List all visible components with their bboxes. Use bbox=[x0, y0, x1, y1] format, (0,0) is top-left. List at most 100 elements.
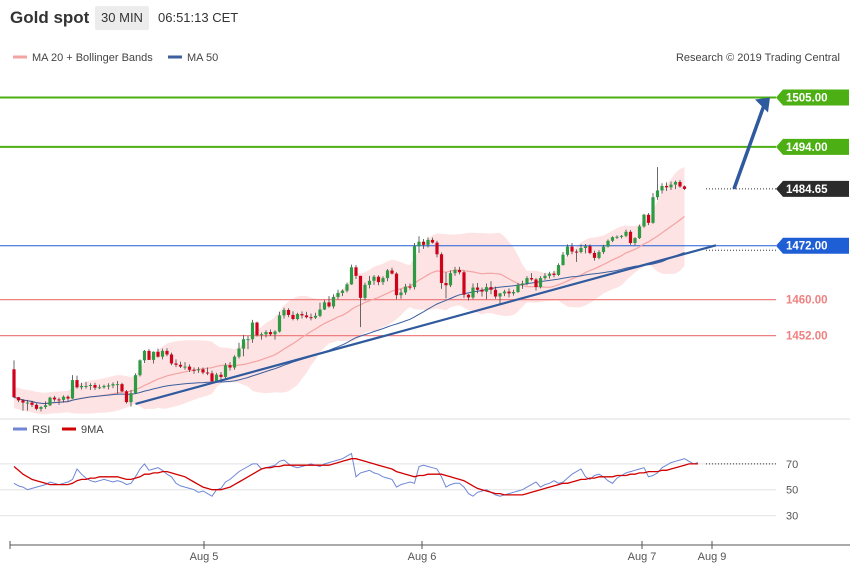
candle bbox=[511, 292, 516, 294]
candle bbox=[673, 181, 678, 185]
candle bbox=[579, 247, 583, 253]
candle bbox=[444, 283, 448, 286]
candle bbox=[142, 350, 147, 361]
candle bbox=[435, 242, 439, 255]
candle bbox=[21, 400, 25, 403]
candle bbox=[399, 292, 403, 296]
candlestick-layer bbox=[12, 167, 687, 412]
annotation-layer bbox=[135, 97, 770, 405]
candle bbox=[403, 286, 408, 293]
price-level-lines bbox=[0, 96, 776, 337]
candle bbox=[597, 252, 601, 258]
ma50-legend-label: MA 50 bbox=[187, 52, 218, 64]
candle bbox=[232, 356, 237, 368]
candle bbox=[300, 314, 304, 316]
candle bbox=[489, 287, 493, 290]
candle bbox=[322, 302, 327, 310]
candle bbox=[426, 239, 430, 245]
candle bbox=[318, 309, 322, 316]
candle bbox=[520, 283, 525, 285]
candle bbox=[111, 384, 115, 386]
candle bbox=[475, 287, 480, 290]
candle bbox=[295, 314, 300, 319]
candle bbox=[502, 291, 507, 294]
candle bbox=[25, 402, 30, 404]
copyright-text: Research © 2019 Trading Central bbox=[676, 52, 840, 64]
candle bbox=[30, 402, 34, 405]
candle bbox=[453, 270, 457, 274]
interval-selector[interactable]: 30 MIN bbox=[95, 6, 149, 30]
candle bbox=[156, 351, 160, 357]
candle bbox=[57, 399, 61, 401]
candle bbox=[219, 374, 223, 377]
candle bbox=[376, 276, 381, 283]
candle bbox=[48, 397, 52, 406]
candle bbox=[363, 284, 367, 298]
candle bbox=[52, 397, 57, 400]
candle bbox=[345, 284, 349, 291]
target-tag bbox=[776, 89, 849, 106]
trend-line bbox=[135, 244, 717, 405]
candle bbox=[637, 226, 642, 239]
candle bbox=[187, 366, 192, 370]
candle bbox=[588, 246, 592, 253]
candle bbox=[75, 380, 79, 388]
candle bbox=[592, 252, 597, 258]
candle bbox=[201, 369, 205, 373]
candle bbox=[421, 241, 426, 245]
candle bbox=[138, 360, 142, 376]
candle bbox=[480, 289, 484, 292]
candle bbox=[286, 309, 291, 315]
candle bbox=[259, 334, 264, 336]
timestamp: 06:51:13 CET bbox=[158, 10, 239, 25]
price-label: 1484.65 bbox=[786, 184, 828, 196]
candle bbox=[291, 314, 295, 319]
candle bbox=[97, 387, 102, 389]
rsi-tick-label: 70 bbox=[786, 459, 798, 471]
candle bbox=[484, 287, 489, 292]
candle bbox=[390, 270, 394, 274]
candle bbox=[115, 384, 120, 386]
candle bbox=[223, 365, 228, 377]
candle bbox=[394, 273, 399, 296]
candle bbox=[39, 407, 43, 409]
candle bbox=[106, 385, 111, 387]
candle bbox=[228, 365, 232, 368]
candle bbox=[183, 366, 187, 368]
rsi-legend-label: RSI bbox=[32, 424, 50, 436]
main-legend: MA 20 + Bollinger Bands MA 50 Research ©… bbox=[13, 52, 840, 64]
candle bbox=[273, 331, 277, 335]
candle bbox=[282, 309, 286, 316]
candle bbox=[430, 239, 435, 243]
candle bbox=[367, 280, 372, 285]
candle bbox=[642, 214, 646, 227]
price-label: 1460.00 bbox=[786, 295, 828, 307]
candle bbox=[570, 246, 574, 252]
price-label: 1472.00 bbox=[786, 241, 828, 253]
candle bbox=[264, 332, 268, 335]
chart-canvas[interactable]: MA 20 + Bollinger Bands MA 50 Research ©… bbox=[0, 38, 850, 576]
candle bbox=[79, 385, 84, 388]
candle bbox=[147, 350, 151, 360]
candle bbox=[583, 246, 588, 248]
candle bbox=[84, 385, 88, 387]
rsi-ma-line bbox=[13, 458, 698, 496]
candle bbox=[534, 279, 538, 288]
candle bbox=[151, 351, 156, 360]
candle bbox=[129, 393, 133, 403]
candle bbox=[552, 273, 556, 275]
candle bbox=[133, 375, 138, 394]
target-arrow-shaft bbox=[732, 101, 767, 190]
candle bbox=[88, 385, 93, 387]
rsi-legend: RSI 9MA bbox=[13, 424, 104, 436]
candle bbox=[61, 396, 66, 400]
candle bbox=[529, 278, 534, 280]
candle bbox=[237, 348, 241, 357]
candle bbox=[412, 246, 417, 288]
candle bbox=[160, 350, 165, 357]
candle bbox=[615, 236, 619, 238]
candle bbox=[205, 372, 210, 374]
candle bbox=[601, 246, 606, 253]
x-tick-label: Aug 6 bbox=[408, 551, 437, 563]
target-arrow-head bbox=[755, 97, 770, 113]
